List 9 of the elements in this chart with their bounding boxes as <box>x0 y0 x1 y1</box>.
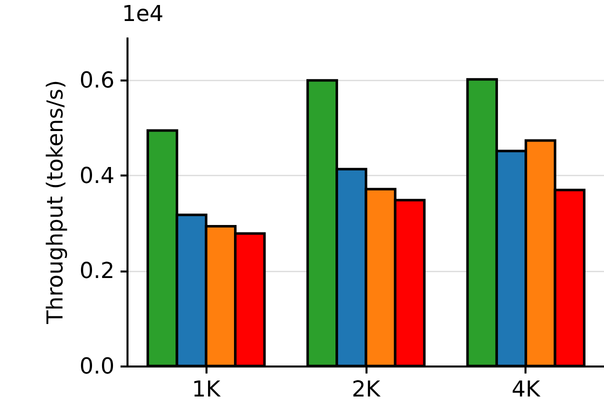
x-tick-label: 1K <box>192 378 221 402</box>
x-tick-label: 2K <box>352 378 381 402</box>
y-axis-title: Throughput (tokens/s) <box>44 80 69 325</box>
text: 1e4 <box>122 2 164 27</box>
x-tick-label: 4K <box>512 378 541 402</box>
y-tick-label: 0.4 <box>80 164 114 189</box>
y-tick-label: 0.6 <box>80 68 114 94</box>
y-tick-label: 0.2 <box>80 259 114 284</box>
y-tick-label: 0.0 <box>80 354 114 380</box>
